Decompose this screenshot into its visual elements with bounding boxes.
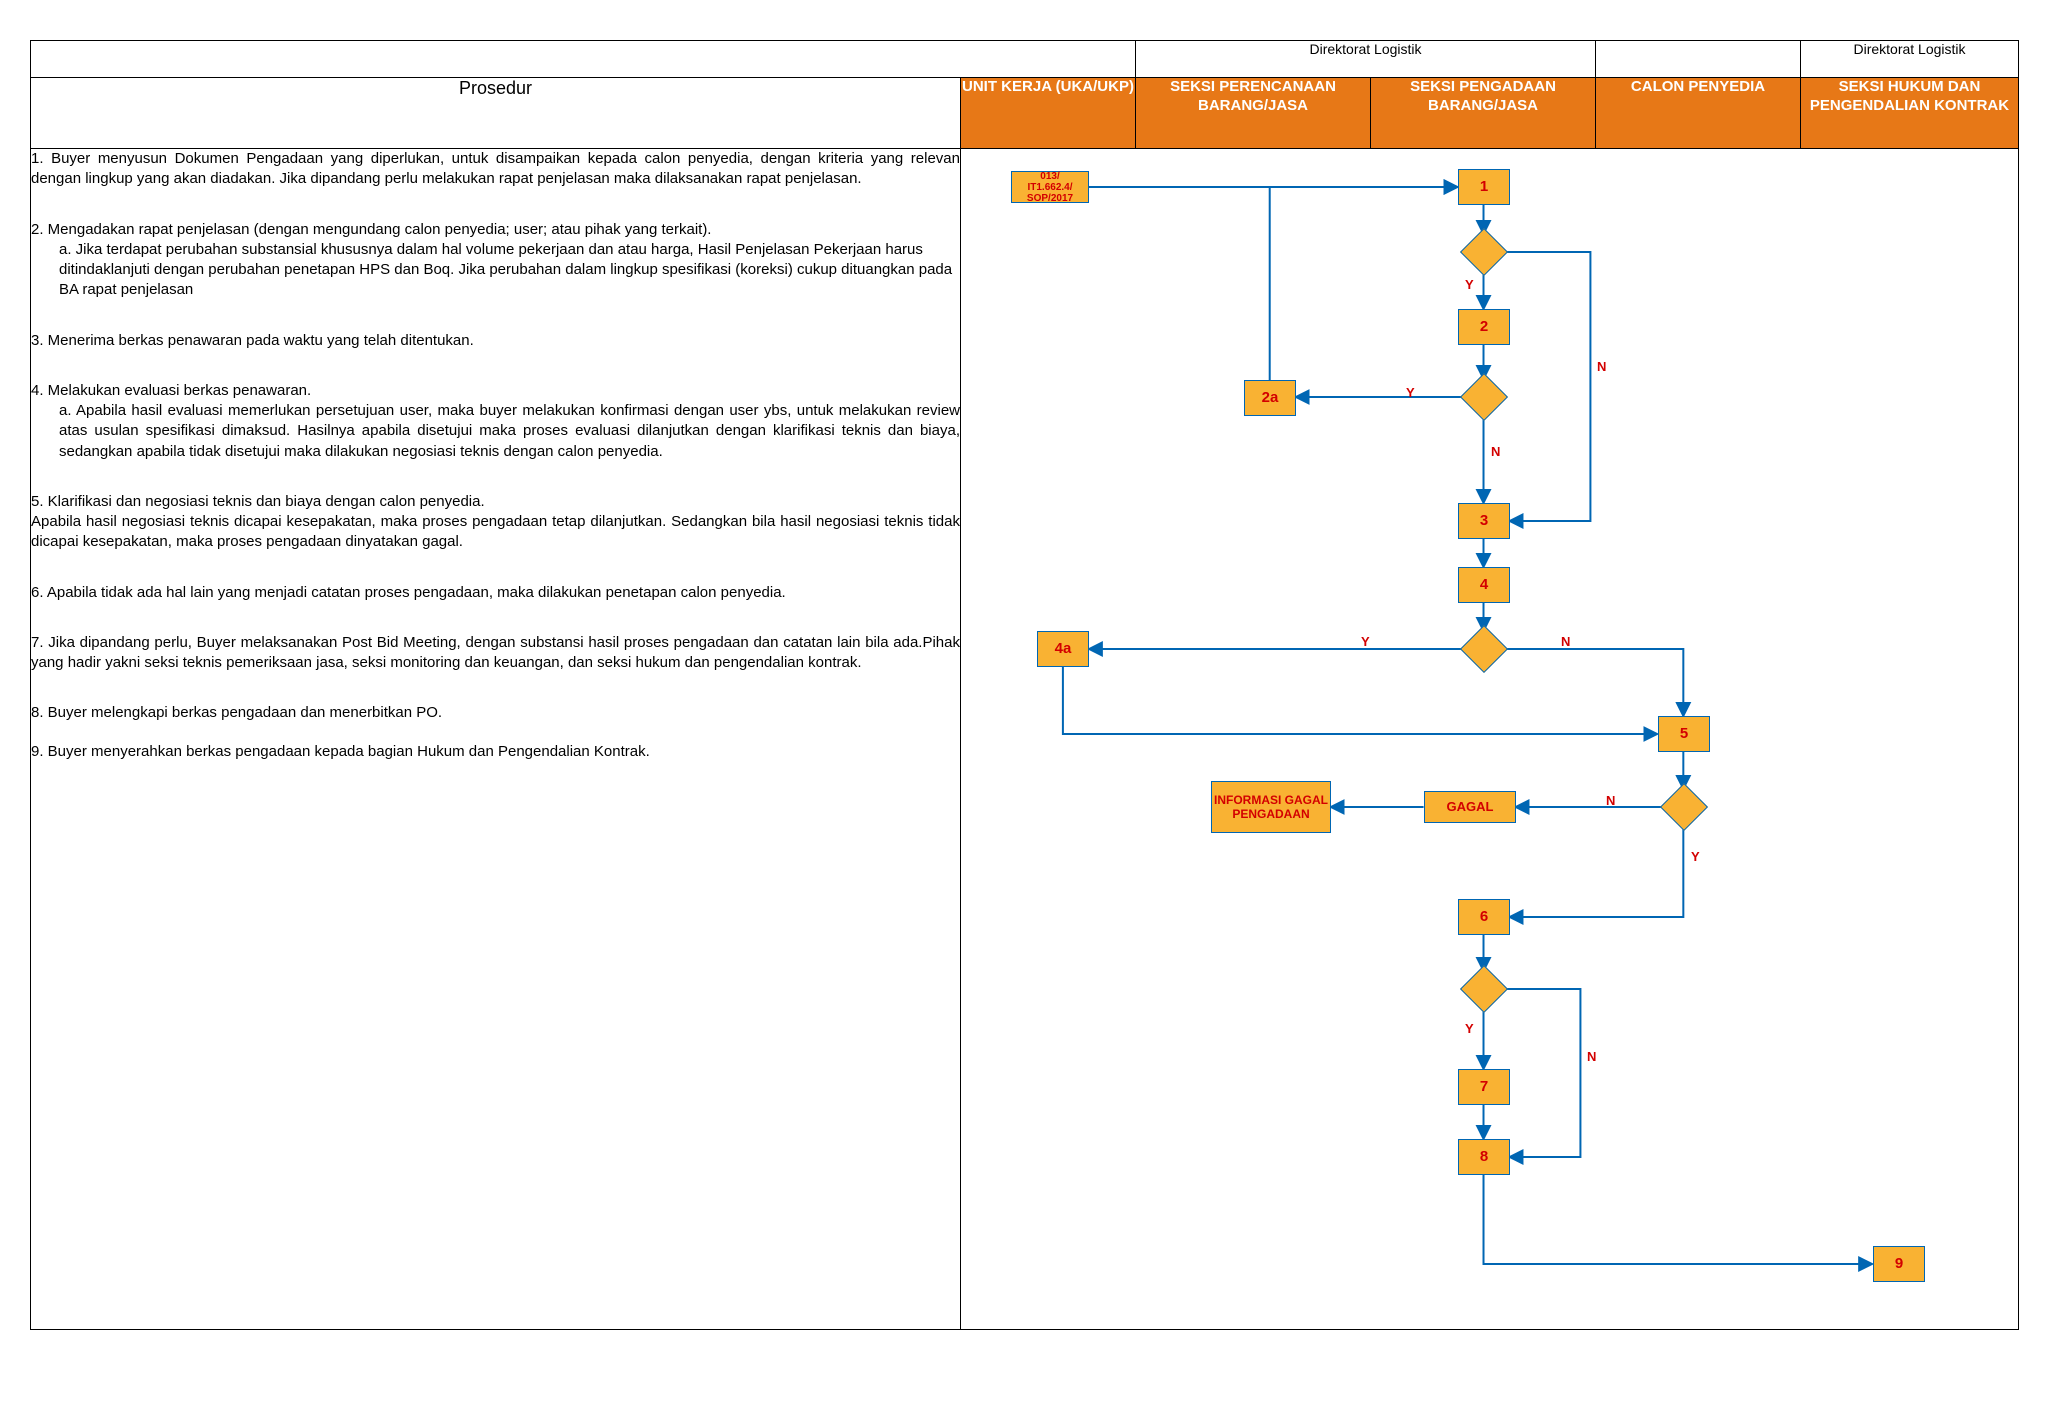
proc-4-main: 4. Melakukan evaluasi berkas penawaran. <box>31 382 311 399</box>
flow-label-n3: N <box>1561 634 1570 649</box>
flow-node-4: 4 <box>1458 567 1510 603</box>
flow-canvas: 013/ IT1.662.4/ SOP/2017 1 Y N 2 Y N 2a <box>961 149 2018 1329</box>
proc-3: 3. Menerima berkas penawaran pada waktu … <box>31 331 960 351</box>
flow-label-n2: N <box>1491 444 1500 459</box>
flow-decision-5 <box>1460 965 1508 1013</box>
flow-node-3: 3 <box>1458 503 1510 539</box>
top-dir-1: Direktorat Logistik <box>1136 41 1596 78</box>
flow-label-y3: Y <box>1361 634 1370 649</box>
proc-8: 8. Buyer melengkapi berkas pengadaan dan… <box>31 703 960 723</box>
col-seksi-perencanaan: SEKSI PERENCANAAN BARANG/JASA <box>1136 78 1371 149</box>
proc-4: 4. Melakukan evaluasi berkas penawaran. … <box>31 381 960 462</box>
page-root: Direktorat Logistik Direktorat Logistik … <box>0 0 2048 1403</box>
flow-node-info-gagal: INFORMASI GAGAL PENGADAAN <box>1211 781 1331 833</box>
proc-2-main: 2. Mengadakan rapat penjelasan (dengan m… <box>31 221 711 238</box>
flow-node-4a: 4a <box>1037 631 1089 667</box>
proc-1: 1. Buyer menyusun Dokumen Pengadaan yang… <box>31 149 960 190</box>
flow-node-gagal: GAGAL <box>1424 791 1516 823</box>
col-unit-kerja: UNIT KERJA (UKA/UKP) <box>961 78 1136 149</box>
flow-node-8: 8 <box>1458 1139 1510 1175</box>
top-row: Direktorat Logistik Direktorat Logistik <box>31 41 2019 78</box>
body-row: 1. Buyer menyusun Dokumen Pengadaan yang… <box>31 149 2019 1330</box>
column-header-row: Prosedur UNIT KERJA (UKA/UKP) SEKSI PERE… <box>31 78 2019 149</box>
top-dir-2: Direktorat Logistik <box>1801 41 2019 78</box>
flow-label-y2: Y <box>1406 385 1415 400</box>
flow-label-y1: Y <box>1465 277 1474 292</box>
proc-7: 7. Jika dipandang perlu, Buyer melaksana… <box>31 633 960 674</box>
flow-node-2a: 2a <box>1244 380 1296 416</box>
flow-decision-4 <box>1660 783 1708 831</box>
proc-2: 2. Mengadakan rapat penjelasan (dengan m… <box>31 220 960 301</box>
layout-table: Direktorat Logistik Direktorat Logistik … <box>30 40 2019 1330</box>
col-seksi-hukum: SEKSI HUKUM DAN PENGENDALIAN KONTRAK <box>1801 78 2019 149</box>
flow-label-y4: Y <box>1691 849 1700 864</box>
flow-label-n4: N <box>1606 793 1615 808</box>
flow-node-5: 5 <box>1658 716 1710 752</box>
proc-9: 9. Buyer menyerahkan berkas pengadaan ke… <box>31 742 960 762</box>
flow-cell: 013/ IT1.662.4/ SOP/2017 1 Y N 2 Y N 2a <box>961 149 2019 1330</box>
flow-decision-3 <box>1460 625 1508 673</box>
flow-node-6: 6 <box>1458 899 1510 935</box>
top-empty-mid <box>1596 41 1801 78</box>
proc-6: 6. Apabila tidak ada hal lain yang menja… <box>31 583 960 603</box>
flow-decision-1 <box>1460 228 1508 276</box>
col-prosedur: Prosedur <box>31 78 961 149</box>
flow-node-9: 9 <box>1873 1246 1925 1282</box>
flow-decision-2 <box>1460 373 1508 421</box>
flow-node-7: 7 <box>1458 1069 1510 1105</box>
flow-label-n1: N <box>1597 359 1606 374</box>
flow-node-1: 1 <box>1458 169 1510 205</box>
col-calon-penyedia: CALON PENYEDIA <box>1596 78 1801 149</box>
proc-5: 5. Klarifikasi dan negosiasi teknis dan … <box>31 492 960 553</box>
top-empty-left <box>31 41 1136 78</box>
flow-node-2: 2 <box>1458 309 1510 345</box>
flow-ref-doc: 013/ IT1.662.4/ SOP/2017 <box>1011 171 1089 203</box>
flow-label-y5: Y <box>1465 1021 1474 1036</box>
col-seksi-pengadaan: SEKSI PENGADAAN BARANG/JASA <box>1371 78 1596 149</box>
procedure-cell: 1. Buyer menyusun Dokumen Pengadaan yang… <box>31 149 961 1330</box>
proc-2a: a. Jika terdapat perubahan substansial k… <box>31 240 960 301</box>
flow-label-n5: N <box>1587 1049 1596 1064</box>
proc-4a: a. Apabila hasil evaluasi memerlukan per… <box>31 401 960 462</box>
